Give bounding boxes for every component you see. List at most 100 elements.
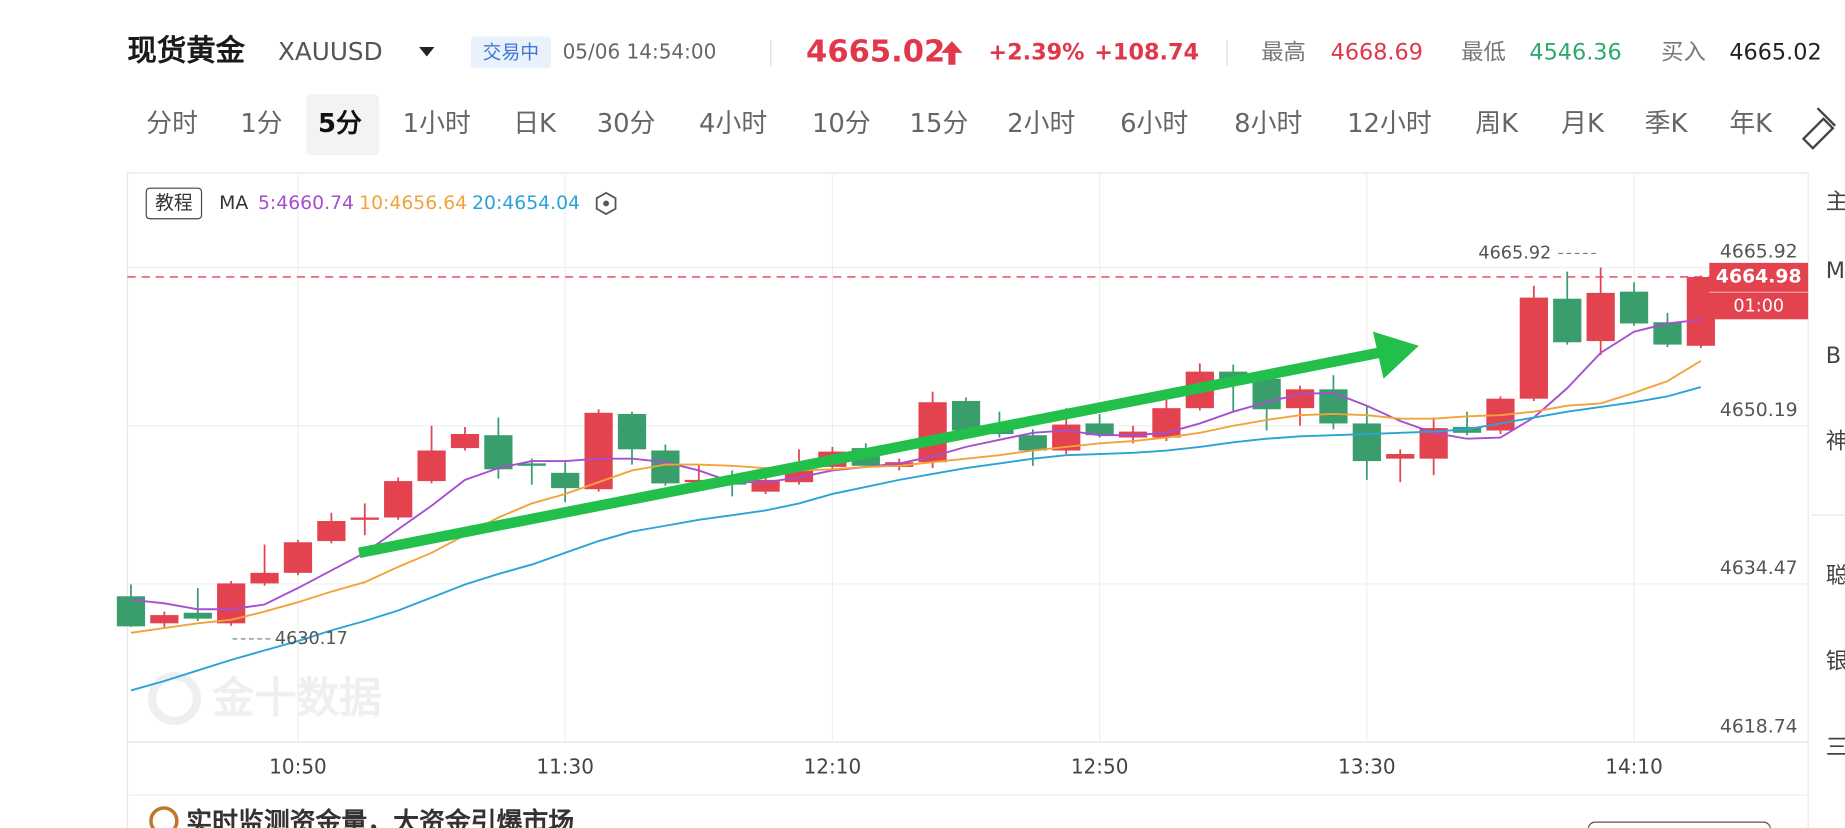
candle-body bbox=[885, 462, 914, 467]
banner-text[interactable]: 实时监测资金量，大资金引爆市场 bbox=[186, 807, 574, 828]
y-tick-label: 4650.19 bbox=[1720, 400, 1798, 421]
timeframe-tab[interactable]: 15分 bbox=[910, 109, 969, 139]
sidebar-item[interactable]: 银 bbox=[1826, 649, 1845, 675]
ma-line bbox=[130, 360, 1702, 634]
sidebar-item[interactable]: 神 bbox=[1826, 429, 1845, 455]
candle-body bbox=[384, 481, 413, 518]
timeframe-tab[interactable]: 月K bbox=[1561, 109, 1605, 139]
low-label: 最低 bbox=[1461, 39, 1506, 65]
candle-body bbox=[183, 612, 212, 619]
high-value: 4668.69 bbox=[1331, 39, 1423, 65]
candle-body bbox=[450, 434, 480, 449]
sidebar: 主 M B 神聪银三 bbox=[1826, 189, 1845, 761]
legend-entry: 5:4660.74 bbox=[258, 193, 354, 214]
candle-body bbox=[1519, 297, 1548, 399]
candle-body bbox=[250, 572, 279, 584]
sidebar-item[interactable]: B bbox=[1826, 343, 1841, 369]
change-percent: +2.39% bbox=[988, 39, 1084, 65]
plot: 4618.74 4634.47 4650.19 4665.92 10:50 11:30 12… bbox=[116, 174, 1809, 779]
watermark-text: 金十数据 bbox=[211, 673, 381, 722]
instrument-name: 现货黄金 bbox=[127, 33, 245, 67]
candle-body bbox=[951, 401, 981, 431]
max-marker: 4665.92 bbox=[1478, 243, 1551, 263]
x-tick-label: 14:10 bbox=[1605, 755, 1663, 779]
candle-body bbox=[517, 463, 546, 466]
timeframe-tab[interactable]: 30分 bbox=[597, 109, 656, 139]
candle-body bbox=[1319, 389, 1348, 424]
x-tick-label: 10:50 bbox=[269, 755, 327, 779]
low-value: 4546.36 bbox=[1529, 39, 1621, 65]
draw-tool-icon[interactable] bbox=[1801, 107, 1837, 150]
candle-body bbox=[283, 542, 313, 573]
candle-body bbox=[1653, 322, 1682, 345]
candle-body bbox=[417, 450, 446, 482]
x-tick-label: 13:30 bbox=[1338, 755, 1396, 779]
y-tick-label: 4665.92 bbox=[1720, 242, 1798, 263]
banner-icon bbox=[149, 806, 179, 828]
candle-body bbox=[1352, 423, 1381, 462]
trend-arrow bbox=[358, 331, 1419, 558]
candle-body bbox=[317, 521, 346, 542]
legend-entry: 20:4654.04 bbox=[472, 193, 580, 214]
status-text: 交易中 bbox=[483, 41, 539, 63]
selected-tab-bg bbox=[306, 94, 380, 156]
indicator-label: MA bbox=[219, 193, 248, 214]
instrument-symbol[interactable]: XAUUSD bbox=[278, 37, 383, 66]
candle-body bbox=[1553, 298, 1582, 343]
candle-body bbox=[1018, 435, 1047, 451]
change-value: +108.74 bbox=[1094, 39, 1199, 65]
timeframe-tab[interactable]: 5分 bbox=[318, 109, 362, 139]
watermark: 金十数据 bbox=[148, 672, 381, 726]
timestamp: 05/06 14:54:00 bbox=[563, 39, 717, 63]
candle-body bbox=[584, 412, 613, 490]
status-badge bbox=[470, 36, 551, 69]
timeframe-tab[interactable]: 12小时 bbox=[1347, 109, 1432, 139]
timeframe-tab[interactable]: 周K bbox=[1475, 109, 1519, 139]
candle-body bbox=[484, 435, 513, 470]
candle-body bbox=[350, 517, 379, 520]
x-tick-label: 12:50 bbox=[1071, 755, 1129, 779]
high-label: 最高 bbox=[1261, 39, 1306, 65]
sidebar-item[interactable]: 主 bbox=[1826, 189, 1845, 215]
candle-body bbox=[1219, 371, 1248, 379]
x-tick-label: 12:10 bbox=[804, 755, 862, 779]
x-tick-label: 11:30 bbox=[536, 755, 594, 779]
candle-body bbox=[617, 413, 647, 450]
y-tick-label: 4634.47 bbox=[1720, 558, 1798, 579]
banner-button[interactable] bbox=[1587, 821, 1771, 828]
min-marker: 4630.17 bbox=[275, 629, 348, 649]
last-price: 4665.02 bbox=[806, 34, 945, 69]
candle-body bbox=[1085, 423, 1114, 436]
sidebar-item[interactable]: 聪 bbox=[1826, 563, 1845, 589]
timeframe-tab[interactable]: 8小时 bbox=[1234, 109, 1302, 139]
dropdown-arrow[interactable] bbox=[419, 47, 435, 57]
current-price-label: 4664.98 bbox=[1716, 266, 1802, 287]
countdown: 01:00 bbox=[1733, 296, 1784, 316]
settings-icon[interactable] bbox=[595, 191, 617, 216]
tutorial-text[interactable]: 教程 bbox=[155, 192, 193, 214]
up-arrow bbox=[941, 41, 963, 65]
candle-body bbox=[1619, 291, 1649, 324]
timeframe-tab[interactable]: 4小时 bbox=[699, 109, 767, 139]
candle-body bbox=[751, 479, 780, 492]
candle-body bbox=[150, 615, 179, 624]
timeframe-tab[interactable]: 季K bbox=[1645, 109, 1689, 139]
timeframe-tab[interactable]: 2小时 bbox=[1007, 109, 1075, 139]
timeframe-tab[interactable]: 日K bbox=[513, 109, 557, 139]
timeframe-tab[interactable]: 1小时 bbox=[403, 109, 471, 139]
timeframe-tab[interactable]: 分时 bbox=[146, 109, 198, 139]
candle-body bbox=[1285, 389, 1315, 409]
tutorial-button[interactable] bbox=[145, 187, 203, 220]
sidebar-item[interactable]: 三 bbox=[1826, 735, 1845, 761]
ma-line bbox=[130, 386, 1702, 692]
legend-entry: 10:4656.64 bbox=[359, 193, 467, 214]
candle-body bbox=[1586, 292, 1615, 342]
timeframe-tab[interactable]: 年K bbox=[1729, 109, 1773, 139]
y-tick-label: 4618.74 bbox=[1720, 716, 1798, 737]
timeframe-tab[interactable]: 1分 bbox=[240, 109, 282, 139]
ma-line bbox=[130, 318, 1701, 611]
timeframe-tab[interactable]: 6小时 bbox=[1120, 109, 1188, 139]
timeframe-tab[interactable]: 10分 bbox=[812, 109, 871, 139]
sidebar-item[interactable]: M bbox=[1826, 258, 1845, 284]
